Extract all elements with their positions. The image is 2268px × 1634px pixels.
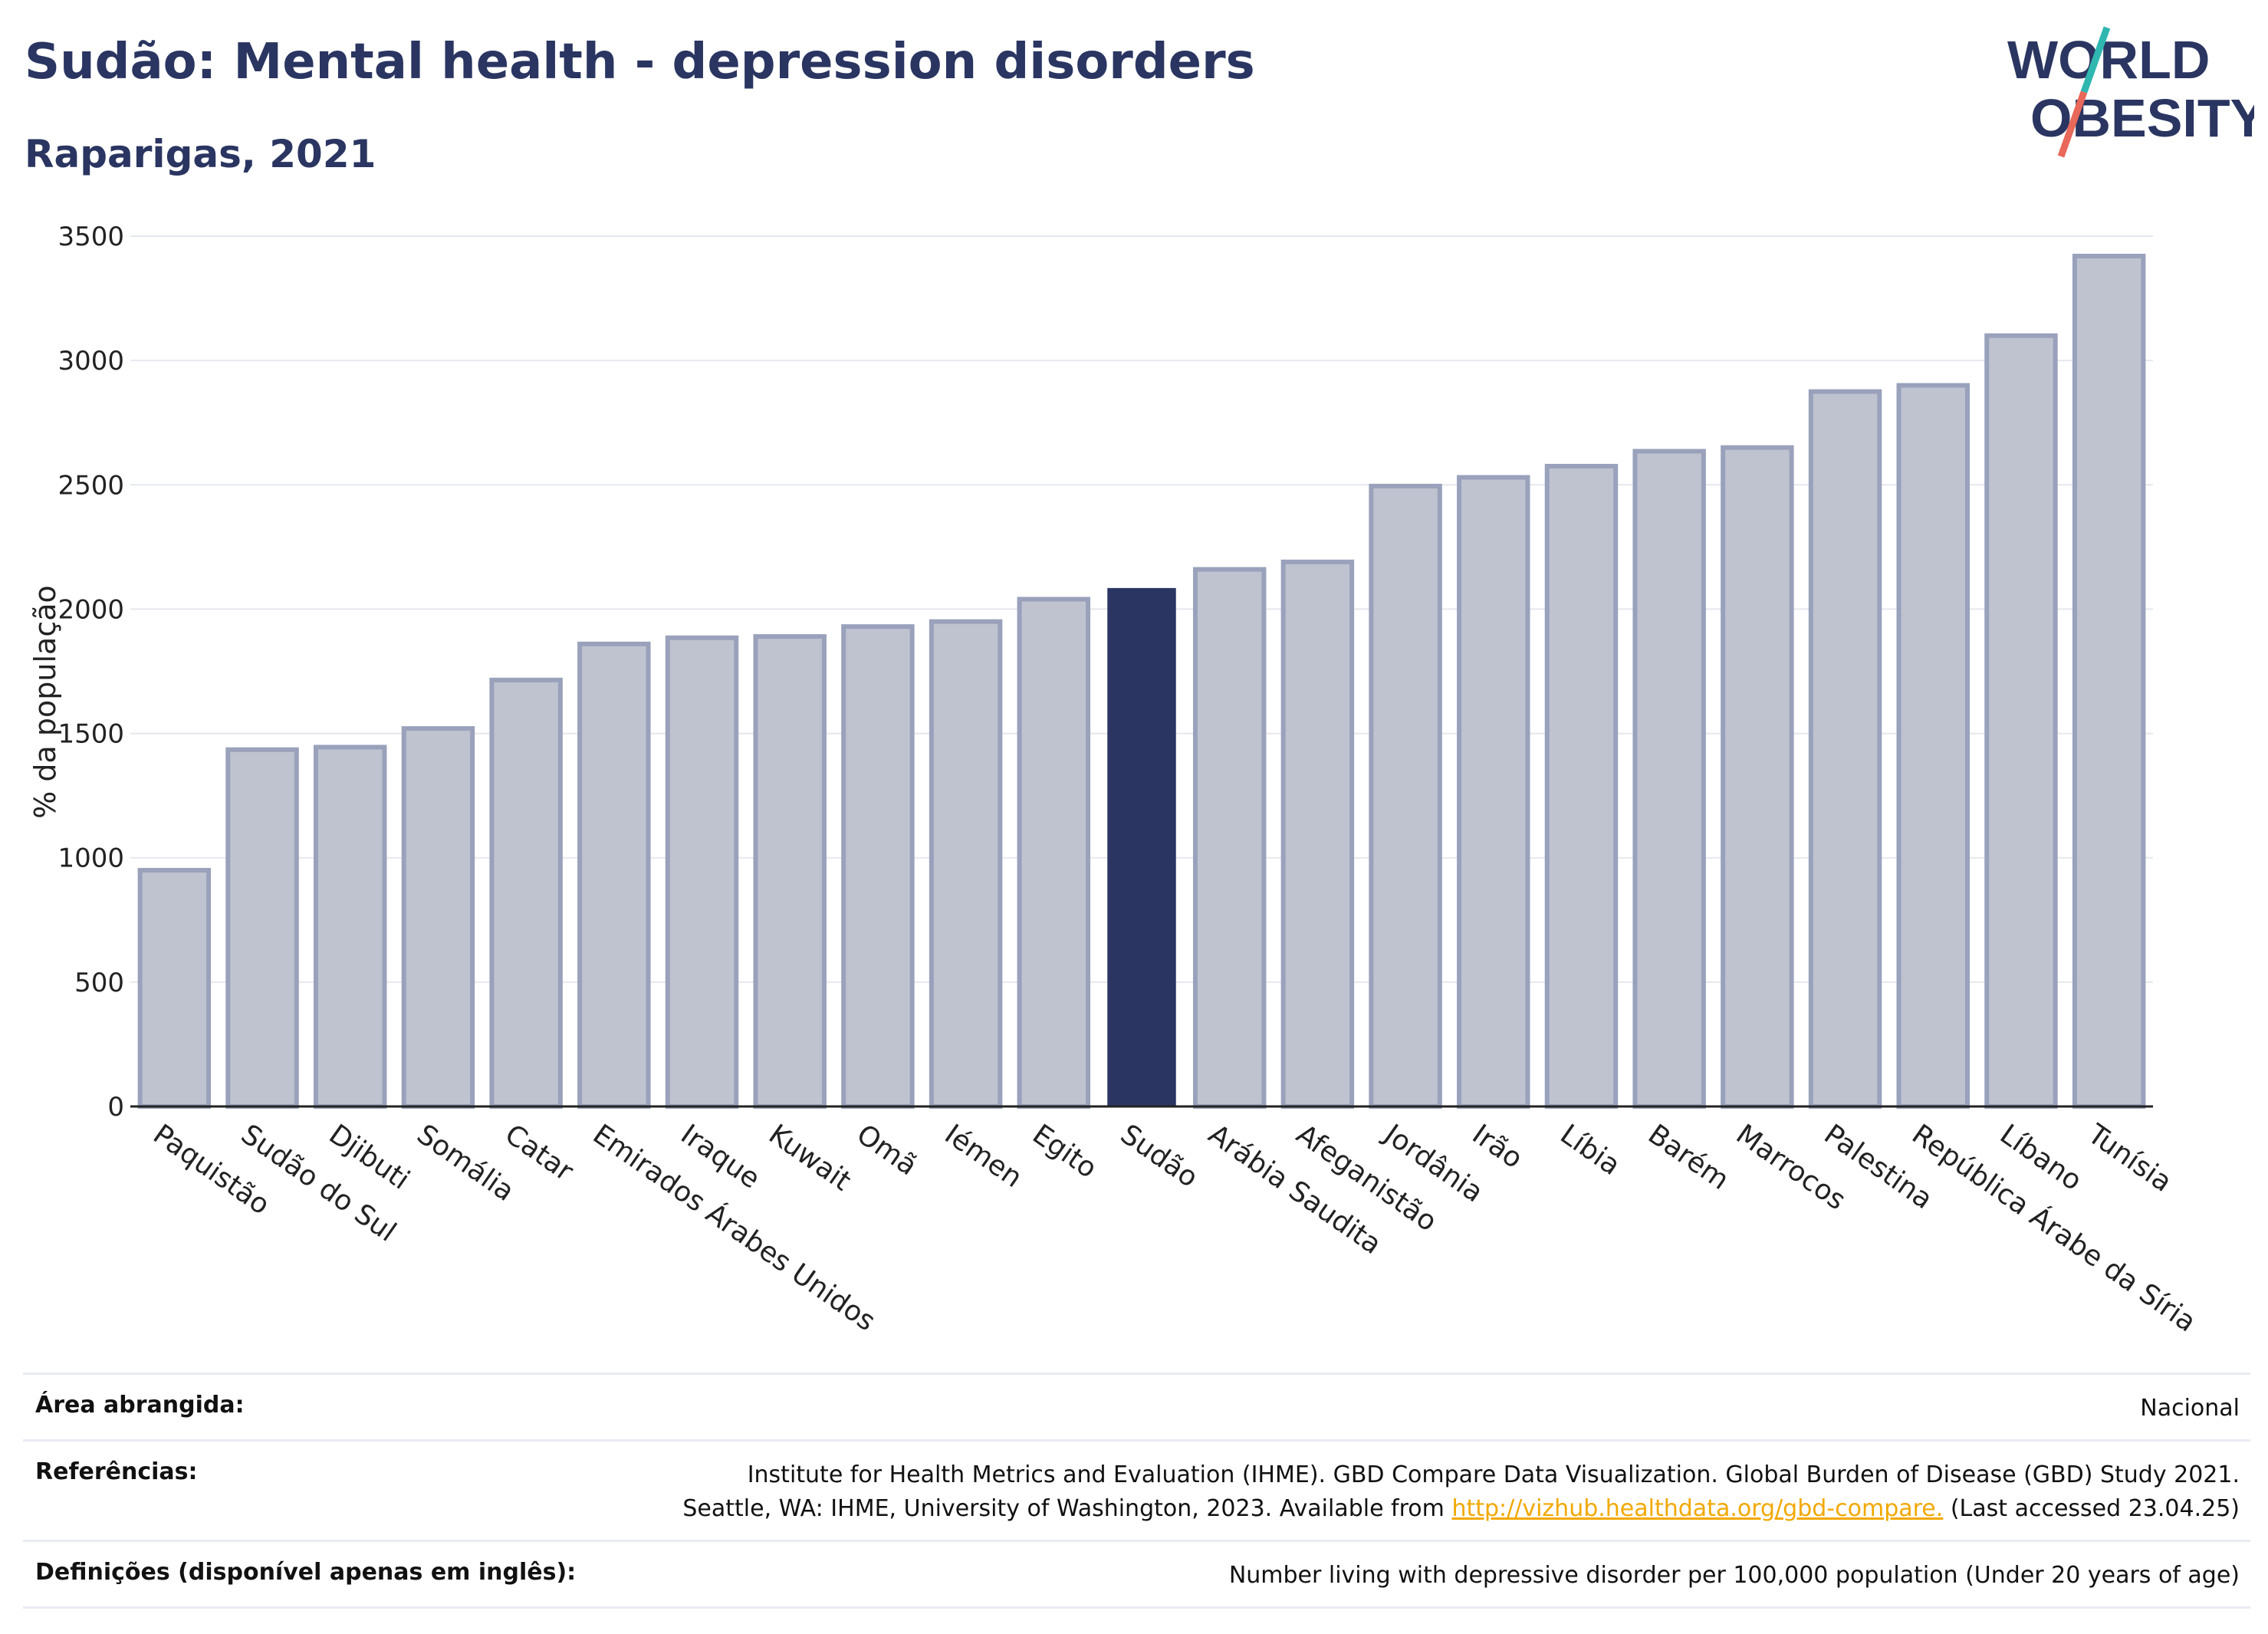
bar-9 <box>929 619 1003 1109</box>
x-tick-label: Irão <box>1467 1119 1528 1175</box>
x-tick-label: Egito <box>1027 1119 1103 1185</box>
area-label: Área abrangida: <box>35 1392 245 1419</box>
bar-4 <box>489 677 563 1109</box>
references-label: Referências: <box>35 1458 198 1485</box>
bar-5 <box>577 641 651 1109</box>
y-tick-label: 2500 <box>58 470 124 501</box>
definitions-label: Definições (disponível apenas em inglês)… <box>35 1559 577 1586</box>
bar-10 <box>1017 597 1091 1109</box>
bar-22 <box>2072 253 2146 1109</box>
y-tick-label: 2000 <box>58 594 124 625</box>
x-tick-label: Kuwait <box>763 1119 856 1198</box>
y-axis-label: % da população <box>28 585 62 819</box>
definitions-value: Number living with depressive disorder p… <box>1228 1562 2240 1589</box>
bar-chart: 0 500 1000 1500 2000 2500 3000 3500 % da populaç… <box>28 222 2202 1339</box>
y-tick-label: 500 <box>74 968 124 998</box>
bar-1 <box>225 747 299 1110</box>
x-tick-label: Tunísia <box>2082 1118 2178 1198</box>
bar-14 <box>1369 483 1442 1109</box>
bar-0 <box>137 867 212 1110</box>
references-line1: Institute for Health Metrics and Evaluat… <box>747 1461 2240 1488</box>
logo-slash-coral <box>2057 90 2088 158</box>
area-value: Nacional <box>2140 1395 2240 1422</box>
logo-line1: WORLD <box>2007 30 2210 90</box>
bar-20 <box>1896 383 1970 1110</box>
y-tick-label: 0 <box>107 1092 124 1123</box>
y-tick-label: 1000 <box>58 843 124 874</box>
bar-8 <box>841 624 915 1109</box>
x-tick-label: Sudão <box>1115 1119 1204 1194</box>
x-tick-label: Líbia <box>1554 1119 1625 1182</box>
bar-19 <box>1808 389 1882 1109</box>
bar-12 <box>1192 567 1267 1109</box>
world-obesity-logo: WORLD OBESITY <box>2007 26 2254 158</box>
bar-7 <box>753 634 827 1109</box>
bar-21 <box>1984 333 2058 1109</box>
bar-2 <box>314 745 387 1110</box>
bar-11 <box>1107 587 1176 1106</box>
x-tick-label: Omã <box>851 1119 923 1182</box>
logo-slash-teal <box>2080 26 2111 94</box>
bar-18 <box>1721 445 1794 1109</box>
chart-footer: Área abrangida: Nacional Referências: In… <box>23 1373 2250 1609</box>
references-line2-pre: Seattle, WA: IHME, University of Washing… <box>682 1495 1445 1522</box>
bar-13 <box>1280 559 1355 1109</box>
bar-17 <box>1632 449 1706 1109</box>
y-tick-label: 1500 <box>58 719 124 750</box>
bar-6 <box>665 635 739 1109</box>
chart-title: Sudão: Mental health - depression disord… <box>25 34 1255 90</box>
footer-row-area: Área abrangida: Nacional <box>23 1373 2250 1439</box>
bar-16 <box>1544 463 1619 1109</box>
bar-15 <box>1457 475 1530 1109</box>
references-link[interactable]: http://vizhub.healthdata.org/gbd-compare… <box>1451 1495 1944 1522</box>
references-value: Institute for Health Metrics and Evaluat… <box>682 1458 2240 1526</box>
x-tick-label: Sudão do Sul <box>235 1119 402 1248</box>
x-tick-label: Barém <box>1642 1119 1734 1196</box>
y-tick-label: 3500 <box>58 222 124 252</box>
x-tick-label: Somália <box>411 1119 520 1208</box>
footer-row-references: Referências: Institute for Health Metric… <box>23 1439 2250 1540</box>
chart-subtitle: Raparigas, 2021 <box>25 132 376 176</box>
bar-3 <box>401 726 475 1109</box>
y-tick-label: 3000 <box>58 346 124 376</box>
footer-row-definitions: Definições (disponível apenas em inglês)… <box>23 1540 2250 1609</box>
x-tick-label: Iémen <box>938 1119 1027 1194</box>
references-line2-post: (Last accessed 23.04.25) <box>1950 1495 2240 1522</box>
